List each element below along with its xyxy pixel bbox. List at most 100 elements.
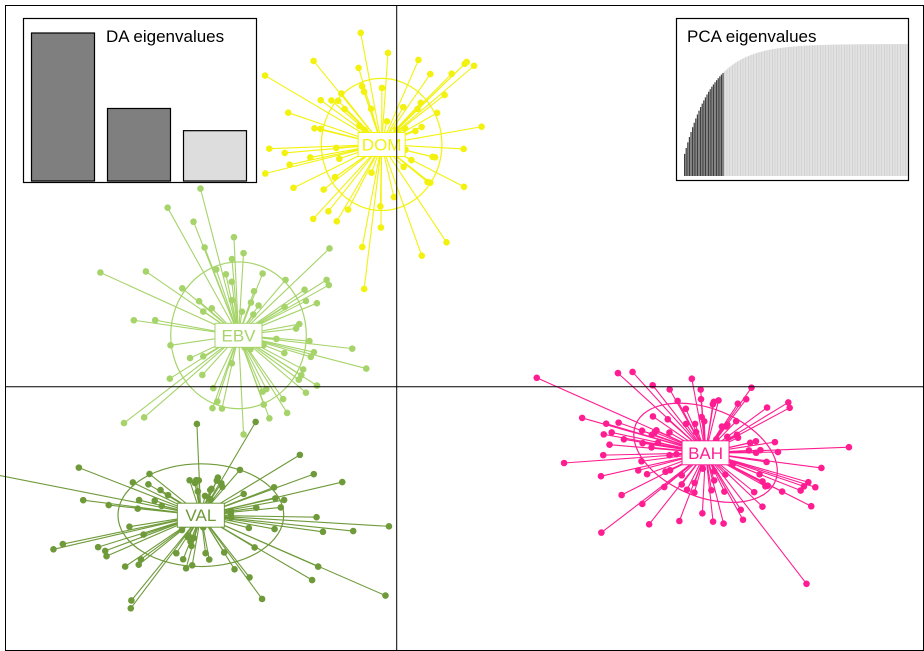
- data-point: [309, 215, 317, 223]
- da-eigenvalue-bar: [182, 130, 248, 182]
- data-point: [377, 203, 384, 210]
- pca-eigenvalue-bar: [834, 44, 836, 177]
- data-point: [186, 476, 193, 484]
- star-line: [360, 32, 383, 145]
- group-bah: [533, 368, 853, 588]
- pca-eigenvalue-bar: [773, 48, 775, 176]
- data-point: [400, 163, 407, 171]
- data-point: [807, 502, 815, 510]
- data-point: [295, 376, 303, 383]
- data-point: [676, 517, 683, 525]
- data-point: [803, 580, 810, 588]
- star-line: [200, 514, 390, 527]
- data-point: [190, 218, 197, 226]
- data-point: [333, 218, 341, 225]
- data-point: [774, 448, 782, 456]
- data-point: [382, 592, 389, 599]
- data-point: [722, 471, 729, 478]
- star-line: [632, 371, 706, 454]
- da-bars: [30, 32, 248, 182]
- data-point: [710, 467, 718, 475]
- data-point: [173, 549, 180, 557]
- group-label-val: VAL: [176, 502, 225, 528]
- data-point: [186, 354, 194, 362]
- pca-eigenvalue-bar: [863, 44, 865, 177]
- data-point: [228, 278, 236, 286]
- data-point: [349, 527, 357, 535]
- group-label-text: EBV: [222, 326, 257, 345]
- data-point: [103, 552, 110, 560]
- group-label-text: DOM: [362, 135, 402, 154]
- data-point: [470, 62, 478, 70]
- data-point: [336, 155, 343, 163]
- data-point: [666, 466, 674, 474]
- pca-eigenvalue-bar: [749, 55, 751, 176]
- pca-eigenvalue-bar: [719, 76, 721, 176]
- data-point: [258, 595, 266, 603]
- data-point: [205, 556, 213, 563]
- pca-eigenvalue-bar: [840, 44, 843, 177]
- pca-eigenvalue-bar: [720, 74, 723, 176]
- data-point: [280, 496, 288, 504]
- pca-eigenvalue-bar: [826, 44, 828, 176]
- pca-eigenvalue-bar: [820, 44, 822, 176]
- pca-eigenvalue-bar: [740, 59, 742, 176]
- data-point: [295, 320, 303, 328]
- pca-eigenvalue-bar: [868, 44, 870, 176]
- pca-eigenvalue-bar: [816, 45, 819, 177]
- data-point: [179, 555, 187, 563]
- data-point: [615, 419, 622, 426]
- pca-eigenvalue-bar: [879, 44, 881, 176]
- data-point: [771, 438, 779, 446]
- data-point: [273, 335, 280, 343]
- pca-eigenvalue-bar: [792, 46, 795, 176]
- data-point: [368, 169, 375, 177]
- data-point: [283, 409, 291, 417]
- star-line: [380, 144, 383, 228]
- data-point: [649, 381, 656, 389]
- pca-eigenvalue-bar: [869, 44, 871, 177]
- pca-eigenvalue-bar: [727, 68, 729, 176]
- data-point: [178, 526, 186, 534]
- pca-eigenvalue-bar: [744, 57, 747, 176]
- pca-eigenvalue-bar: [770, 49, 772, 176]
- data-point: [201, 492, 209, 500]
- data-point: [197, 185, 204, 192]
- pca-eigenvalue-bar: [778, 48, 780, 176]
- pca-eigenvalue-bar: [896, 44, 899, 176]
- pca-eigenvalue-bar: [764, 50, 766, 176]
- group-labels-layer: DOM EBV VAL BAH: [176, 131, 730, 528]
- data-point: [355, 64, 362, 72]
- data-point: [441, 91, 448, 99]
- pca-eigenvalue-bar: [871, 44, 873, 176]
- data-point: [643, 470, 651, 478]
- pca-eigenvalue-bar: [887, 44, 889, 176]
- pca-eigenvalue-bar: [712, 84, 715, 176]
- data-point: [193, 420, 201, 428]
- pca-eigenvalue-bar: [714, 82, 716, 176]
- pca-eigenvalue-bar: [807, 45, 809, 177]
- pca-eigenvalue-bar: [767, 50, 769, 177]
- pca-eigenvalue-bar: [693, 122, 695, 176]
- pca-eigenvalue-bar: [852, 44, 854, 176]
- pca-eigenvalue-bar: [904, 44, 907, 176]
- data-point: [666, 386, 673, 393]
- data-point: [763, 404, 771, 411]
- pca-eigenvalue-bar: [706, 94, 708, 176]
- pca-eigenvalue-bar: [872, 44, 875, 176]
- data-point: [279, 395, 287, 403]
- pca-eigenvalue-bar: [772, 49, 774, 176]
- data-point: [191, 479, 199, 487]
- data-point: [105, 501, 113, 509]
- pca-eigenvalue-bar: [861, 44, 863, 176]
- data-point: [145, 481, 152, 488]
- data-point: [228, 255, 236, 263]
- data-point: [390, 193, 398, 201]
- data-point: [188, 542, 195, 550]
- data-point: [785, 399, 792, 406]
- data-point: [227, 507, 235, 515]
- pca-eigenvalue-bar: [722, 72, 724, 176]
- data-point: [614, 369, 622, 377]
- data-point: [600, 431, 608, 438]
- data-point: [320, 186, 327, 193]
